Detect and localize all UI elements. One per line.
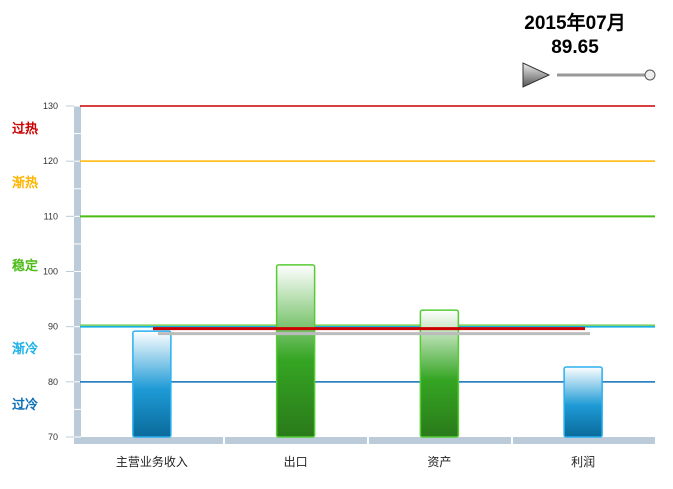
y-axis-bar [74,106,81,444]
header: 2015年07月 89.65 [500,12,650,60]
x-tick-label: 利润 [571,455,595,469]
y-tick-label: 130 [43,101,58,111]
zone-label: 渐冷 [12,341,38,356]
y-tick-label: 90 [48,322,58,332]
y-tick-label: 80 [48,377,58,387]
x-tick-label: 主营业务收入 [116,454,188,469]
bar-2 [275,264,316,438]
x-tick-label: 出口 [284,455,308,469]
zone-label: 过冷 [12,397,38,412]
slider-handle[interactable] [644,69,656,81]
zone-label: 渐热 [12,175,38,190]
y-tick-label: 110 [44,211,58,221]
zone-label: 过热 [12,121,38,136]
bar-3 [419,309,460,438]
zone-label: 稳定 [12,258,38,273]
y-tick-label: 70 [48,432,58,442]
bar-4 [563,366,603,438]
y-tick-label: 120 [43,156,58,166]
value-label: 89.65 [551,37,599,58]
play-button[interactable] [522,62,551,88]
bar-1 [132,330,172,438]
y-tick-label: 100 [43,267,58,277]
play-triangle-icon[interactable] [522,62,551,88]
x-tick-label: 资产 [427,455,451,469]
date-label: 2015年07月 [524,13,626,34]
